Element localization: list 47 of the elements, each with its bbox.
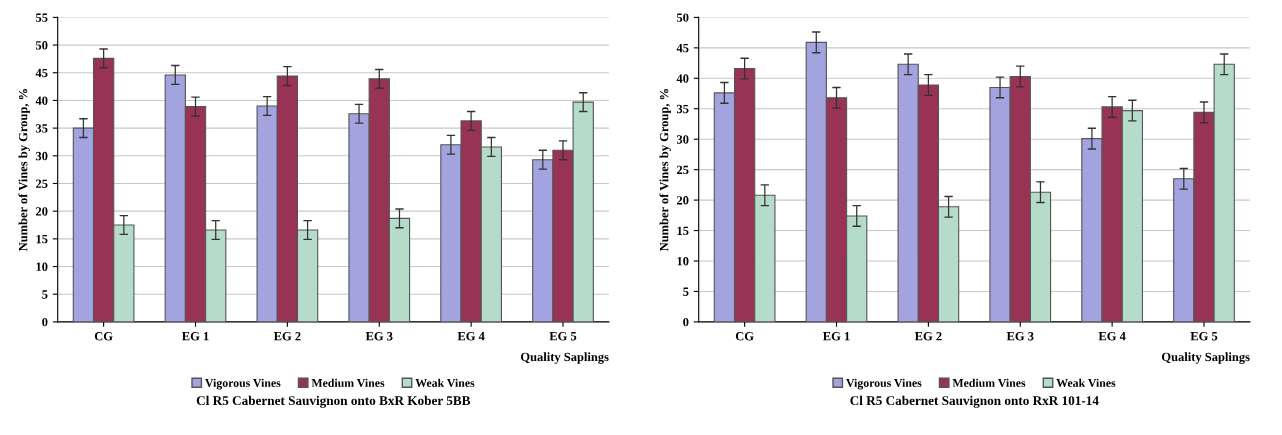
x-tick-label: EG 5 <box>1190 332 1218 341</box>
y-axis-title: Number of Vines by Group, % <box>659 89 671 252</box>
y-tick-label: 50 <box>676 13 689 22</box>
y-tick-label: 0 <box>42 317 48 327</box>
x-tick-label: EG 4 <box>1098 332 1126 341</box>
y-axis-title: Number of Vines by Group, % <box>18 89 30 252</box>
legend-label: Weak Vines <box>415 378 475 387</box>
y-tick-label: 15 <box>677 226 689 236</box>
x-tick-label: EG 1 <box>182 332 209 341</box>
x-tick-label: EG 2 <box>914 332 942 341</box>
y-tick-label: 40 <box>676 74 689 83</box>
y-tick-label: 25 <box>676 165 689 175</box>
y-tick-label: 50 <box>35 41 48 50</box>
y-tick-label: 45 <box>35 68 48 78</box>
y-tick-label: 40 <box>35 96 48 105</box>
x-axis-title: Quality Saplings <box>1161 352 1250 364</box>
x-tick-label: EG 2 <box>273 332 301 341</box>
y-tick-label: 35 <box>35 124 48 133</box>
x-tick-label: EG 4 <box>457 332 485 341</box>
y-tick-label: 10 <box>677 257 689 266</box>
y-tick-label: 35 <box>676 104 689 114</box>
y-tick-label: 20 <box>35 207 48 216</box>
y-tick-label: 15 <box>36 234 48 244</box>
text: Cl R5 Cabernet Sauvignon onto RxR 101-14 <box>850 395 1099 408</box>
x-tick-label: EG 1 <box>823 332 850 341</box>
y-tick-label: 20 <box>676 196 689 205</box>
legend-label: Weak Vines <box>1056 378 1116 387</box>
legend-label: Medium Vines <box>311 378 385 387</box>
x-tick-label: EG 5 <box>549 332 577 341</box>
y-tick-label: 30 <box>35 151 48 161</box>
x-axis-title: Quality Saplings <box>520 352 609 364</box>
x-tick-label: EG 3 <box>365 332 393 341</box>
y-tick-label: 30 <box>676 135 689 144</box>
y-tick-label: 5 <box>42 290 48 299</box>
y-tick-label: 0 <box>683 317 689 327</box>
text: Cl R5 Cabernet Sauvignon onto BxR Kober 5BB <box>196 395 471 408</box>
y-tick-label: 45 <box>676 43 689 53</box>
y-tick-label: 55 <box>35 13 48 22</box>
y-tick-label: 10 <box>36 262 48 271</box>
legend-label: Vigorous Vines <box>846 378 922 390</box>
legend-label: Vigorous Vines <box>205 378 281 390</box>
legend-label: Medium Vines <box>952 378 1026 387</box>
y-tick-label: 5 <box>683 287 689 296</box>
x-tick-label: CG <box>94 332 113 341</box>
x-tick-label: EG 3 <box>1006 332 1034 341</box>
x-tick-label: CG <box>735 332 754 341</box>
y-tick-label: 25 <box>35 179 48 188</box>
